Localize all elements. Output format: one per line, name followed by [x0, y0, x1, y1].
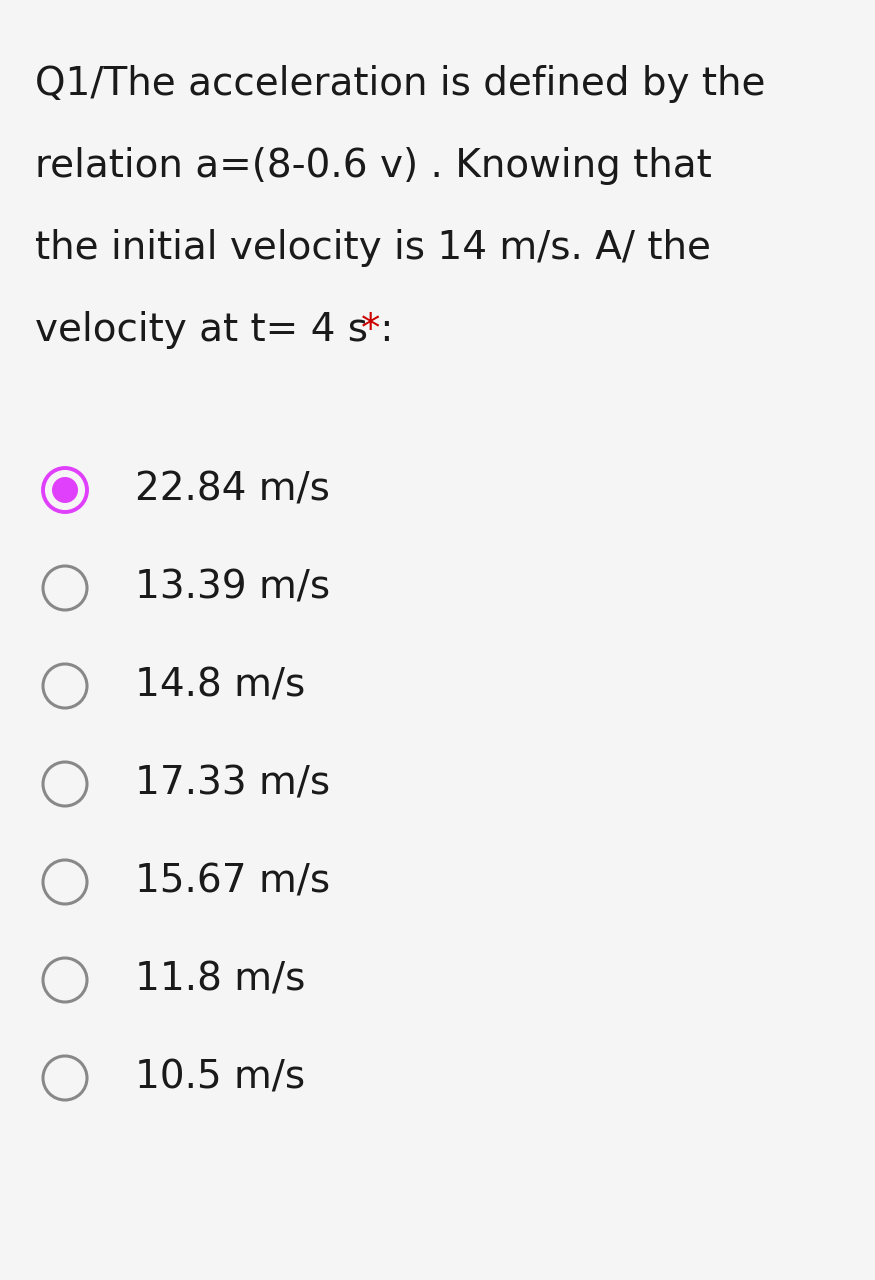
Text: 10.5 m/s: 10.5 m/s: [135, 1059, 305, 1097]
Text: 13.39 m/s: 13.39 m/s: [135, 570, 330, 607]
Text: 17.33 m/s: 17.33 m/s: [135, 765, 330, 803]
Text: the initial velocity is 14 m/s. A/ the: the initial velocity is 14 m/s. A/ the: [35, 229, 711, 268]
Text: relation a=(8-0.6 v) . Knowing that: relation a=(8-0.6 v) . Knowing that: [35, 147, 711, 186]
Text: 15.67 m/s: 15.67 m/s: [135, 863, 330, 901]
Text: 11.8 m/s: 11.8 m/s: [135, 961, 305, 998]
Text: *: *: [360, 311, 380, 349]
Text: Q1/The acceleration is defined by the: Q1/The acceleration is defined by the: [35, 65, 766, 102]
Text: 22.84 m/s: 22.84 m/s: [135, 471, 330, 509]
Circle shape: [52, 477, 78, 503]
Text: velocity at t= 4 s :: velocity at t= 4 s :: [35, 311, 406, 349]
Text: 14.8 m/s: 14.8 m/s: [135, 667, 305, 705]
